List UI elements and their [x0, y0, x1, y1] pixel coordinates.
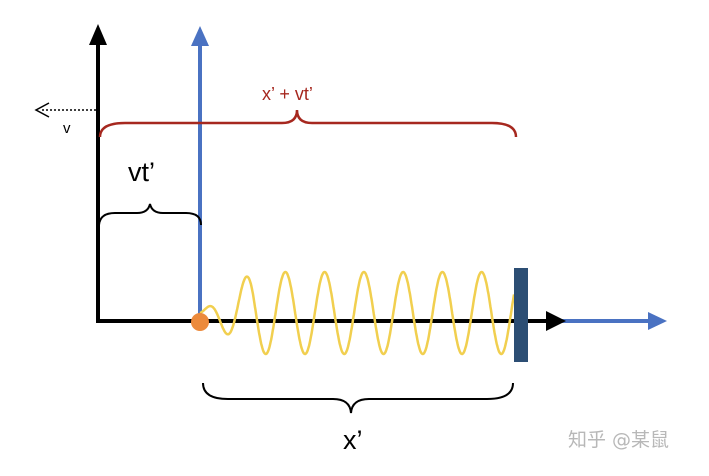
- wall-plate: [514, 268, 528, 362]
- velocity-label: v: [63, 120, 71, 137]
- watermark: 知乎 @某鼠: [568, 429, 670, 451]
- sum-label: x’ + vt’: [262, 84, 313, 104]
- rest-y-axis-arrowhead: [89, 24, 107, 45]
- offset-label: vt’: [128, 157, 155, 187]
- moving-y-axis-arrowhead: [191, 26, 209, 46]
- rest-x-axis-arrowhead: [546, 311, 566, 331]
- offset-brace: [98, 203, 202, 226]
- spring-wave: [199, 270, 516, 356]
- sum-brace: [98, 109, 518, 138]
- length-label: x’: [343, 425, 363, 455]
- velocity-arrowhead: [34, 102, 50, 118]
- moving-origin-dot: [191, 313, 209, 331]
- length-brace: [202, 382, 514, 414]
- moving-x-axis-arrowhead: [648, 312, 667, 330]
